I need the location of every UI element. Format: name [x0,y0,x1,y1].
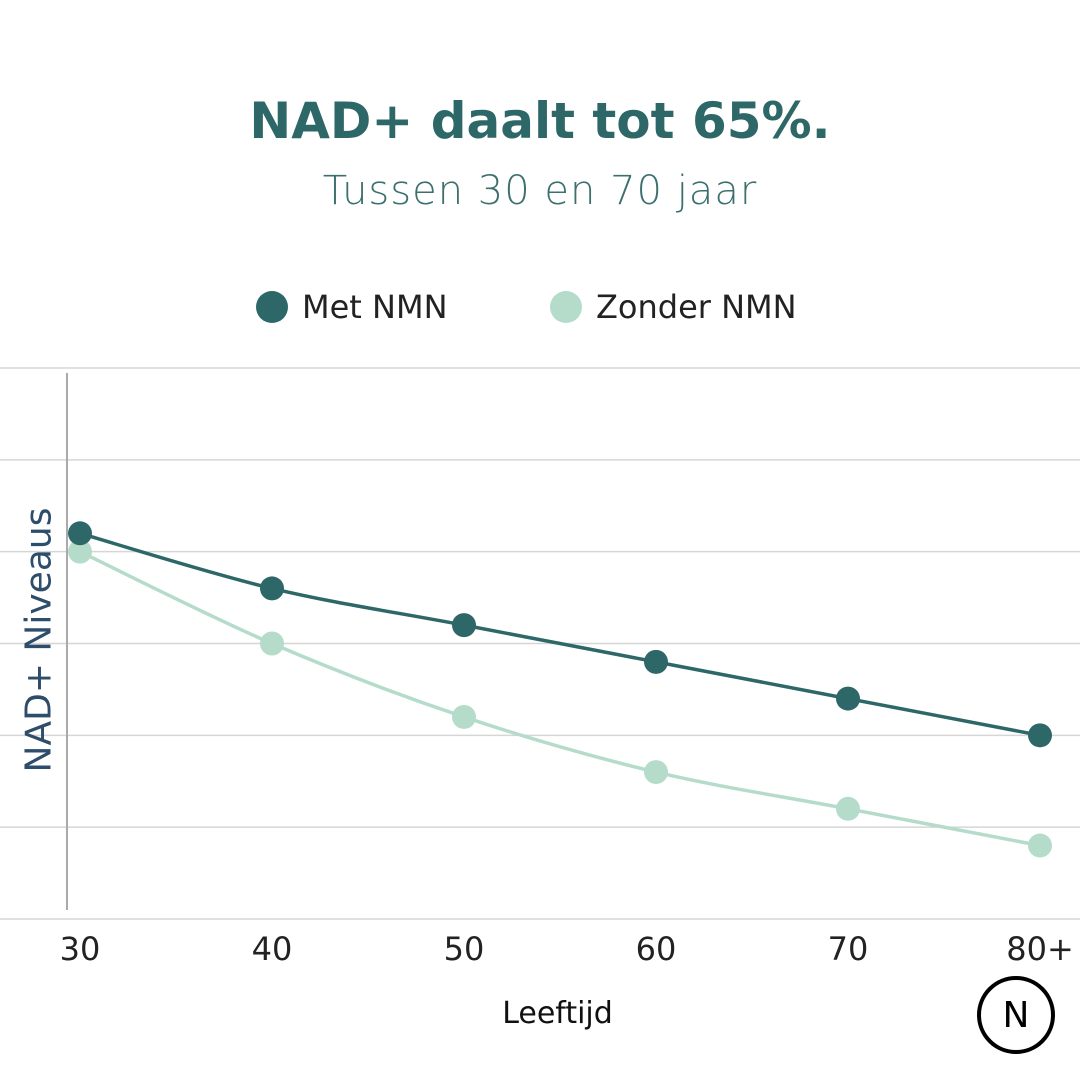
legend-item-zonder-nmn: Zonder NMN [550,288,797,326]
y-axis-label: NAD+ Niveaus [18,507,60,773]
data-point [644,649,668,674]
x-tick-label: 30 [59,930,101,968]
x-tick-label: 70 [827,930,869,968]
series-line [79,550,1041,848]
brand-logo: N [977,976,1055,1054]
series-line [79,531,1041,738]
data-point [452,613,476,638]
x-tick-label: 50 [443,930,485,968]
legend-label: Met NMN [302,288,448,326]
data-point [836,796,860,821]
data-point [260,576,284,601]
x-tick-label: 60 [635,930,677,968]
data-point [836,686,860,711]
data-point [1028,833,1052,858]
chart-title: NAD+ daalt tot 65%. [249,92,831,150]
x-axis-label: Leeftijd [502,996,613,1031]
data-point [68,521,92,546]
legend-marker [550,291,582,323]
data-point [260,631,284,656]
logo-letter: N [1002,994,1030,1036]
legend-item-met-nmn: Met NMN [256,288,448,326]
data-point [644,760,668,785]
data-point [68,539,92,564]
data-point [452,704,476,729]
legend-marker [256,291,288,323]
x-tick-label: 40 [251,930,293,968]
data-point [1028,723,1052,748]
x-tick-label: 80+ [1006,930,1074,968]
chart-subtitle: Tussen 30 en 70 jaar [322,168,758,214]
legend-label: Zonder NMN [596,288,797,326]
